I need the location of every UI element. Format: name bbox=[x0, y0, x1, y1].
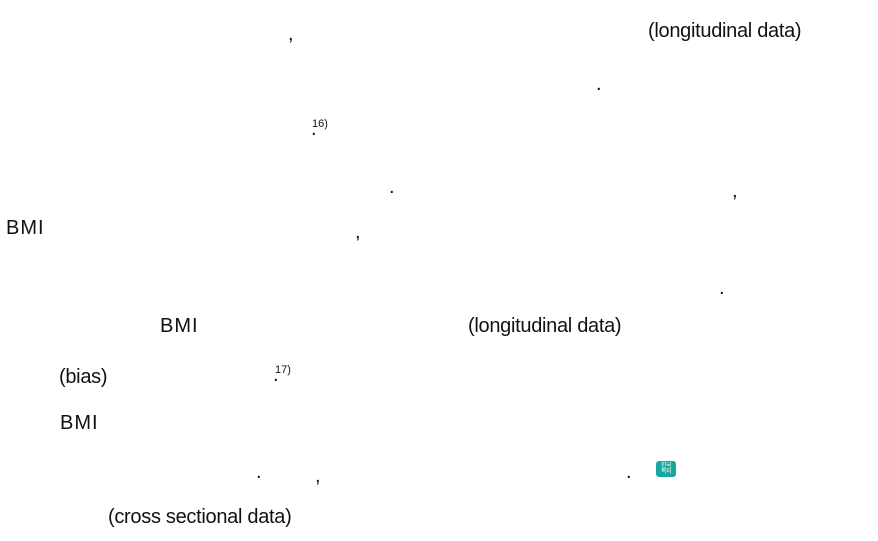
term-bmi: BMI bbox=[160, 315, 199, 337]
term-longitudinal-data: (longitudinal data) bbox=[468, 315, 622, 337]
term-bmi: BMI bbox=[6, 217, 45, 239]
period-mark: . bbox=[626, 461, 632, 483]
term-bias: (bias) bbox=[59, 366, 108, 388]
citation-16: 16) bbox=[312, 118, 328, 130]
comma-mark: , bbox=[355, 221, 361, 243]
publisher-logo-icon: 한국 복지 bbox=[656, 461, 676, 477]
period-mark: . bbox=[389, 176, 395, 198]
term-cross-sectional-data: (cross sectional data) bbox=[108, 506, 292, 528]
period-mark: . bbox=[311, 118, 317, 140]
logo-mark-text: 한국 복지 bbox=[660, 462, 672, 475]
comma-mark: , bbox=[315, 465, 321, 487]
period-mark: . bbox=[256, 461, 262, 483]
comma-mark: , bbox=[732, 180, 738, 202]
term-bmi: BMI bbox=[60, 412, 99, 434]
period-mark: . bbox=[596, 73, 602, 95]
period-mark: . bbox=[719, 277, 725, 299]
citation-17: 17) bbox=[275, 364, 291, 376]
period-mark: . bbox=[273, 364, 279, 386]
comma-mark: , bbox=[288, 23, 294, 45]
term-longitudinal-data: (longitudinal data) bbox=[648, 20, 802, 42]
